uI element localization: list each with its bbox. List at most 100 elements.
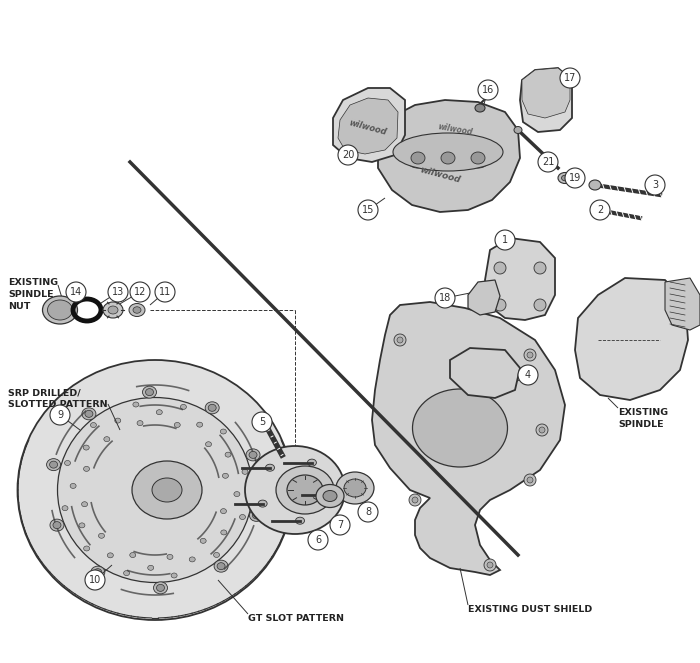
Text: wilwood: wilwood: [348, 119, 388, 137]
Text: 21: 21: [542, 157, 554, 167]
Text: 8: 8: [365, 507, 371, 517]
Circle shape: [494, 262, 506, 274]
Polygon shape: [338, 98, 398, 154]
Ellipse shape: [83, 445, 89, 450]
Ellipse shape: [441, 152, 455, 164]
Ellipse shape: [466, 148, 490, 168]
Ellipse shape: [62, 506, 68, 511]
Ellipse shape: [50, 461, 57, 468]
Polygon shape: [522, 68, 570, 118]
Circle shape: [539, 427, 545, 433]
Ellipse shape: [132, 461, 202, 519]
Circle shape: [330, 515, 350, 535]
Ellipse shape: [558, 172, 572, 184]
Ellipse shape: [50, 519, 64, 531]
Text: 20: 20: [342, 150, 354, 160]
Polygon shape: [665, 278, 700, 330]
Ellipse shape: [406, 148, 430, 168]
Ellipse shape: [276, 466, 334, 514]
Ellipse shape: [189, 557, 195, 562]
Ellipse shape: [316, 485, 344, 507]
Text: 17: 17: [564, 73, 576, 83]
Ellipse shape: [393, 133, 503, 171]
Ellipse shape: [181, 404, 186, 409]
Ellipse shape: [57, 398, 253, 583]
Text: 16: 16: [482, 85, 494, 95]
Circle shape: [527, 352, 533, 358]
Polygon shape: [575, 278, 688, 400]
Ellipse shape: [257, 414, 267, 422]
Ellipse shape: [220, 509, 227, 514]
Ellipse shape: [239, 514, 246, 520]
Circle shape: [527, 477, 533, 483]
Ellipse shape: [137, 420, 143, 426]
Ellipse shape: [53, 522, 61, 528]
Circle shape: [534, 262, 546, 274]
Circle shape: [338, 145, 358, 165]
Text: SRP DRILLED/
SLOTTED PATTERN: SRP DRILLED/ SLOTTED PATTERN: [8, 388, 108, 409]
Ellipse shape: [265, 464, 274, 471]
Ellipse shape: [471, 152, 485, 164]
Text: EXISTING
SPINDLE
NUT: EXISTING SPINDLE NUT: [8, 278, 58, 310]
Polygon shape: [468, 280, 500, 315]
Circle shape: [484, 559, 496, 571]
Text: 18: 18: [439, 293, 451, 303]
Ellipse shape: [220, 530, 227, 535]
Text: 6: 6: [315, 535, 321, 545]
Ellipse shape: [83, 466, 90, 471]
Text: wilwood: wilwood: [437, 123, 473, 137]
Circle shape: [494, 299, 506, 311]
Ellipse shape: [124, 571, 130, 575]
Ellipse shape: [18, 360, 293, 620]
Circle shape: [524, 474, 536, 486]
Text: 11: 11: [159, 287, 171, 297]
Ellipse shape: [217, 563, 225, 570]
Circle shape: [435, 288, 455, 308]
Text: 12: 12: [134, 287, 146, 297]
Text: 10: 10: [89, 575, 101, 585]
Ellipse shape: [47, 459, 61, 471]
Ellipse shape: [148, 566, 154, 570]
Circle shape: [50, 405, 70, 425]
Circle shape: [85, 570, 105, 590]
Ellipse shape: [253, 512, 260, 519]
Ellipse shape: [43, 296, 78, 324]
Ellipse shape: [514, 127, 522, 133]
Ellipse shape: [143, 386, 157, 398]
Text: 9: 9: [57, 410, 63, 420]
Circle shape: [495, 230, 515, 250]
Circle shape: [409, 494, 421, 506]
Circle shape: [308, 530, 328, 550]
Circle shape: [534, 299, 546, 311]
Ellipse shape: [344, 479, 366, 497]
Polygon shape: [520, 68, 572, 132]
Ellipse shape: [83, 546, 90, 551]
Circle shape: [565, 168, 585, 188]
Text: 14: 14: [70, 287, 82, 297]
Ellipse shape: [152, 478, 182, 502]
Ellipse shape: [130, 552, 136, 558]
Text: 4: 4: [525, 370, 531, 380]
Ellipse shape: [64, 461, 71, 465]
Ellipse shape: [157, 584, 164, 591]
Polygon shape: [333, 88, 405, 162]
Ellipse shape: [249, 509, 263, 521]
Circle shape: [487, 562, 493, 568]
Ellipse shape: [336, 472, 374, 504]
Circle shape: [538, 152, 558, 172]
Polygon shape: [378, 100, 520, 212]
Ellipse shape: [411, 152, 425, 164]
Ellipse shape: [91, 566, 105, 578]
Ellipse shape: [99, 533, 104, 538]
Text: 13: 13: [112, 287, 124, 297]
Ellipse shape: [129, 304, 145, 316]
Ellipse shape: [245, 446, 345, 534]
Ellipse shape: [323, 491, 337, 501]
Ellipse shape: [258, 500, 267, 507]
Text: 1: 1: [502, 235, 508, 245]
Circle shape: [560, 68, 580, 88]
Ellipse shape: [171, 573, 177, 578]
Ellipse shape: [146, 389, 153, 396]
Circle shape: [358, 200, 378, 220]
Ellipse shape: [156, 410, 162, 415]
